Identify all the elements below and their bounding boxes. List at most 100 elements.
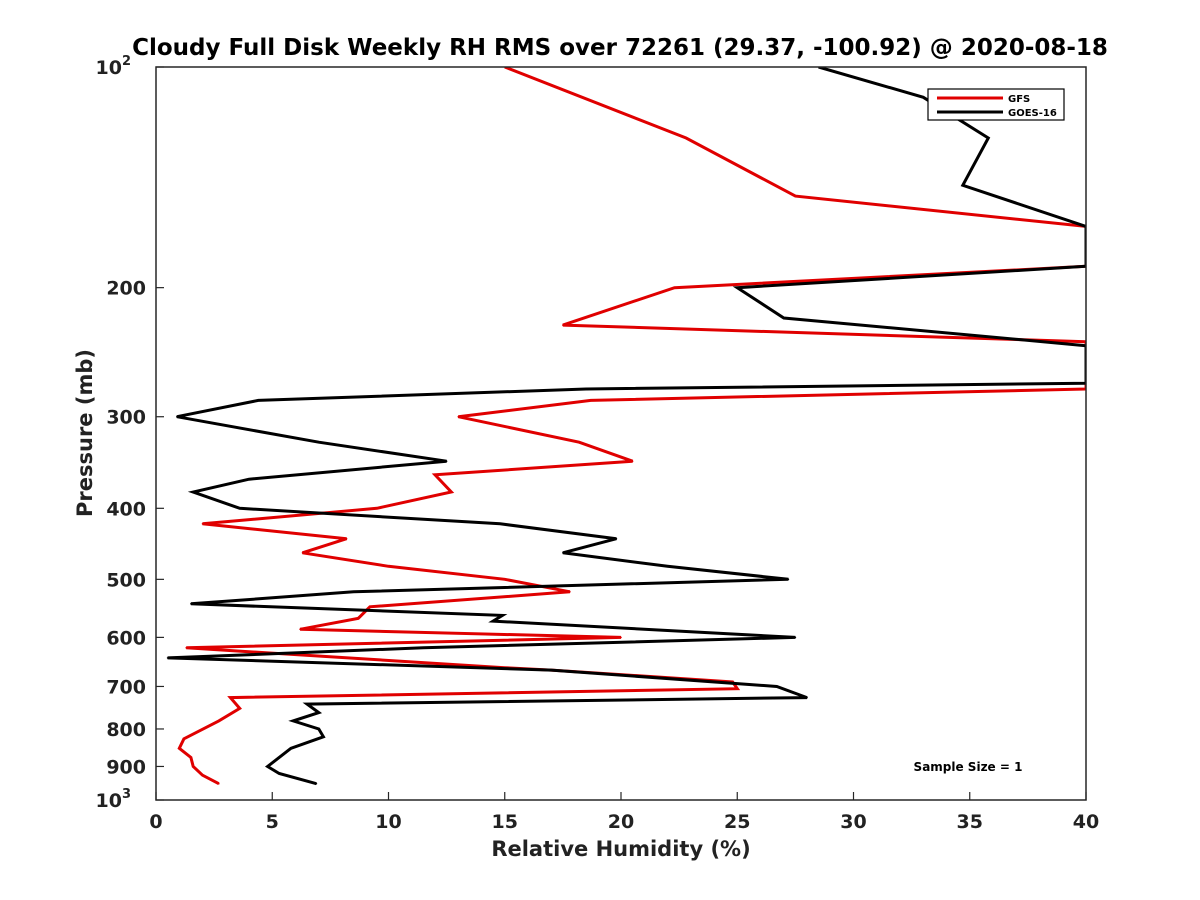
data-point <box>201 774 204 776</box>
data-point <box>357 617 360 620</box>
legend: GFS GOES-16 <box>927 88 1065 121</box>
data-point <box>620 636 622 639</box>
data-point <box>922 96 925 99</box>
x-axis: 0 5 10 15 20 25 30 35 40 <box>149 792 1099 833</box>
data-point <box>794 636 797 639</box>
series-line <box>167 67 1086 786</box>
data-point <box>166 657 169 659</box>
data-point <box>315 782 318 785</box>
data-point <box>201 523 204 525</box>
data-point <box>457 415 460 418</box>
data-point <box>176 415 178 418</box>
data-point <box>631 460 634 463</box>
data-point <box>238 707 241 710</box>
data-point <box>299 628 301 631</box>
x-tick-label: 35 <box>957 811 983 833</box>
data-point <box>499 523 501 525</box>
data-point <box>352 591 355 593</box>
data-point <box>562 324 564 326</box>
data-point <box>787 578 790 581</box>
data-point <box>229 696 232 699</box>
data-point <box>318 728 320 730</box>
data-point <box>318 441 320 444</box>
x-tick-label: 15 <box>492 811 518 833</box>
x-tick-label: 0 <box>149 811 162 833</box>
y-tick-label: 102 <box>96 54 132 79</box>
data-point <box>345 537 348 540</box>
sample-size-annotation: Sample Size = 1 <box>914 760 1023 774</box>
y-axis: 102 200 300 400 500 600 700 800 900 103 <box>96 54 164 812</box>
y-tick-label: 900 <box>106 756 146 778</box>
y-tick-label: 600 <box>106 627 146 649</box>
series-gfs <box>177 67 1086 786</box>
data-point <box>590 399 592 402</box>
data-point <box>248 478 250 481</box>
data-point <box>290 747 292 750</box>
series-goes-16 <box>166 67 1086 786</box>
data-point <box>178 747 181 750</box>
data-point <box>266 765 269 768</box>
data-point <box>278 772 281 775</box>
data-point <box>776 685 778 688</box>
data-point <box>569 591 571 593</box>
data-point <box>736 286 739 289</box>
data-point <box>445 460 448 463</box>
legend-box <box>927 88 1065 121</box>
y-tick-label: 500 <box>106 569 146 591</box>
series-line <box>177 67 1086 786</box>
series-layer <box>166 67 1086 786</box>
data-point <box>794 195 797 197</box>
chart-title: Cloudy Full Disk Weekly RH RMS over 7226… <box>132 35 1108 61</box>
x-tick-label: 30 <box>840 811 866 833</box>
data-point <box>306 703 308 705</box>
data-point <box>322 736 325 738</box>
y-tick-label: 400 <box>106 498 146 520</box>
data-point <box>218 720 220 722</box>
data-point <box>376 507 378 510</box>
x-axis-label: Relative Humidity (%) <box>491 837 750 861</box>
data-point <box>192 765 194 768</box>
data-point <box>806 696 808 699</box>
data-point <box>434 474 436 476</box>
data-point <box>585 388 587 390</box>
y-tick-label: 700 <box>106 676 146 698</box>
legend-label: GOES-16 <box>1008 108 1057 119</box>
data-point <box>318 711 320 714</box>
data-point <box>685 137 687 139</box>
legend-label: GFS <box>1008 94 1030 105</box>
y-axis-label: Pressure (mb) <box>73 349 97 517</box>
data-point <box>369 606 371 608</box>
data-point <box>673 286 676 289</box>
data-point <box>736 687 739 690</box>
data-point <box>257 399 260 402</box>
data-point <box>190 603 192 605</box>
x-tick-label: 40 <box>1073 811 1099 833</box>
data-point <box>615 537 618 540</box>
data-point <box>962 184 964 187</box>
data-point <box>504 578 506 581</box>
data-point <box>987 137 990 139</box>
data-point <box>492 620 494 622</box>
data-point <box>501 614 504 617</box>
x-tick-label: 20 <box>608 811 634 833</box>
x-tick-label: 5 <box>266 811 279 833</box>
data-point <box>183 738 185 740</box>
data-point <box>666 565 669 568</box>
data-point <box>192 491 194 493</box>
y-tick-label: 800 <box>106 719 146 741</box>
data-point <box>550 669 553 671</box>
data-point <box>185 647 187 649</box>
y-tick-label: 200 <box>106 278 146 300</box>
x-tick-label: 25 <box>724 811 750 833</box>
data-point <box>562 552 564 554</box>
y-tick-label: 300 <box>106 407 146 429</box>
data-point <box>783 317 785 319</box>
data-point <box>578 441 580 444</box>
data-point <box>450 491 453 493</box>
y-tick-label: 103 <box>96 787 132 812</box>
data-point <box>238 507 241 510</box>
data-point <box>387 565 390 568</box>
data-point <box>218 782 220 785</box>
data-point <box>301 552 304 554</box>
